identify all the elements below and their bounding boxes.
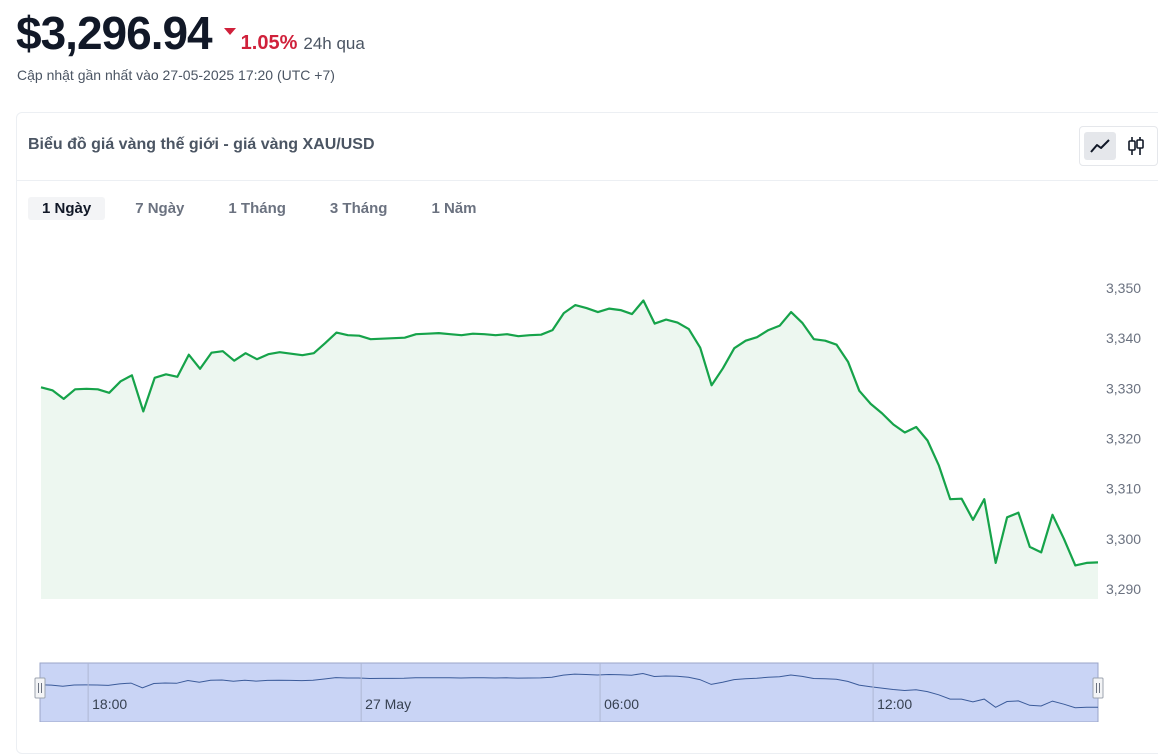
y-tick-label: 3,300 [1106,531,1141,547]
navigator-x-tick-label: 18:00 [92,696,127,712]
navigator-x-tick-label: 06:00 [604,696,639,712]
card-divider [17,180,1158,181]
change-percent: 1.05% [240,32,298,54]
tab-1-month[interactable]: 1 Tháng [228,200,286,217]
price-header: $3,296.94 1.05% 24h qua [16,6,365,60]
line-chart-icon [1090,139,1110,153]
y-tick-label: 3,290 [1106,581,1141,597]
y-tick-label: 3,330 [1106,380,1141,396]
change-period: 24h qua [303,34,365,53]
navigator-right-handle[interactable] [1092,677,1104,699]
navigator-x-tick-label: 27 May [365,696,411,712]
last-updated: Cập nhật gần nhất vào 27-05-2025 17:20 (… [17,67,335,83]
price-line [40,299,1099,567]
line-chart-button[interactable] [1084,132,1116,160]
tab-7-days[interactable]: 7 Ngày [135,200,185,217]
tab-1-day[interactable]: 1 Ngày [28,197,106,220]
tab-3-months[interactable]: 3 Tháng [329,200,388,217]
price-chart: 3,350 3,340 3,330 3,320 3,310 3,300 3,290 18:00… [34,280,1141,722]
navigator-series [39,672,1098,709]
navigator-left-handle[interactable] [34,677,46,699]
y-tick-label: 3,340 [1106,330,1141,346]
y-tick-label: 3,310 [1106,481,1141,497]
y-tick-label: 3,320 [1106,431,1141,447]
tab-1-year[interactable]: 1 Năm [431,200,477,217]
current-price: $3,296.94 [16,7,213,59]
y-tick-label: 3,350 [1106,280,1141,296]
navigator-window [39,662,1099,722]
chart-title: Biểu đồ giá vàng thế giới - giá vàng XAU… [28,136,375,153]
candlestick-chart-icon [1128,137,1144,155]
area-fill [41,300,1098,599]
period-tabs: 1 Ngày 7 Ngày 1 Tháng 3 Tháng 1 Năm [28,197,506,220]
down-arrow-icon [223,28,236,35]
navigator-x-tick-label: 12:00 [877,696,912,712]
chart-type-toggle [1079,126,1158,166]
candlestick-chart-button[interactable] [1120,132,1152,160]
